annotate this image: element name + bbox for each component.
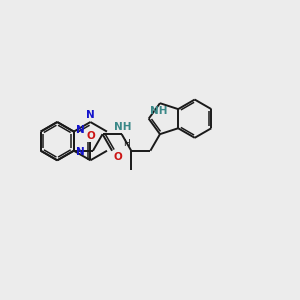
Text: NH: NH (113, 122, 131, 132)
Text: NH: NH (150, 106, 167, 116)
Text: N: N (76, 147, 85, 157)
Text: O: O (114, 152, 122, 162)
Text: N: N (86, 110, 95, 120)
Text: H: H (123, 139, 130, 148)
Text: N: N (76, 125, 85, 135)
Text: O: O (86, 131, 95, 141)
